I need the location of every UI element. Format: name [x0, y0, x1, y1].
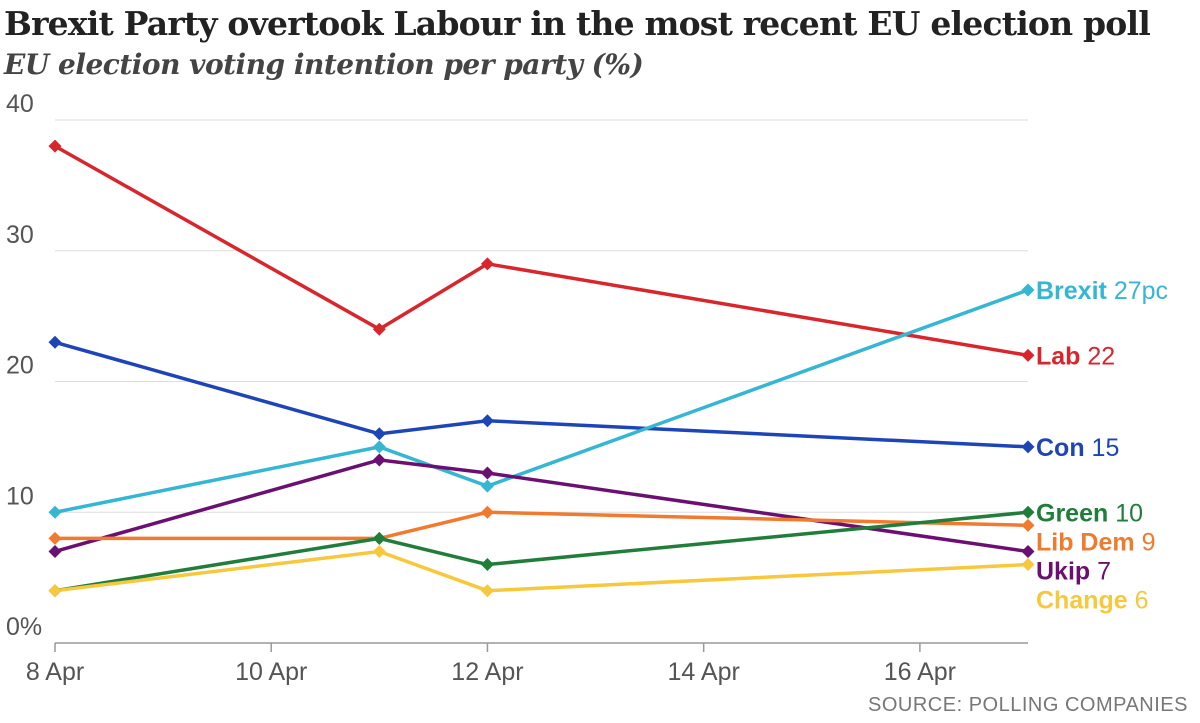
series-name: Con [1036, 434, 1092, 462]
gridlines [55, 119, 1028, 644]
series-end-value: 10 [1115, 499, 1143, 527]
x-tick-label: 14 Apr [668, 658, 740, 686]
y-tick-label: 10 [6, 482, 34, 510]
series-line-change [53, 549, 1030, 593]
data-point-brexit [372, 440, 386, 454]
end-label-green: Green 10 [1036, 499, 1143, 527]
series-end-value: 27pc [1114, 277, 1168, 305]
data-point-lib-dem [48, 531, 62, 545]
data-point-lib-dem [480, 505, 494, 519]
series-end-value: 15 [1092, 434, 1120, 462]
end-label-ukip: Ukip 7 [1036, 557, 1111, 585]
data-point-con [1021, 440, 1035, 454]
data-point-lab [48, 139, 62, 153]
end-label-lib-dem: Lib Dem 9 [1036, 528, 1155, 556]
data-point-con [48, 335, 62, 349]
series-end-value: 6 [1135, 586, 1149, 614]
series-line-green [53, 510, 1030, 593]
series-name: Lab [1036, 342, 1087, 370]
source-note: SOURCE: POLLING COMPANIES [868, 694, 1188, 716]
end-label-lab: Lab 22 [1036, 342, 1115, 370]
x-tick-label: 16 Apr [884, 658, 956, 686]
y-tick-label: 0% [6, 613, 42, 641]
series-lines [53, 144, 1030, 593]
series-line-ukip [53, 458, 1030, 554]
data-point-lab [1021, 348, 1035, 362]
x-tick-label: 10 Apr [235, 658, 307, 686]
data-point-change [1021, 558, 1035, 572]
data-point-brexit [480, 479, 494, 493]
end-label-brexit: Brexit 27pc [1036, 277, 1168, 305]
series-end-value: 7 [1097, 557, 1111, 585]
x-tick-label: 12 Apr [451, 658, 523, 686]
series-name: Ukip [1036, 557, 1097, 585]
data-point-ukip [48, 544, 62, 558]
series-points [48, 139, 1035, 598]
chart-subtitle: EU election voting intention per party (… [4, 48, 644, 81]
series-end-value: 22 [1087, 342, 1115, 370]
end-label-change: Change 6 [1036, 586, 1149, 614]
y-tick-label: 20 [6, 352, 34, 380]
end-label-con: Con 15 [1036, 434, 1119, 462]
data-point-con [480, 414, 494, 428]
y-tick-label: 40 [6, 90, 34, 118]
data-point-con [372, 427, 386, 441]
data-point-green [372, 531, 386, 545]
x-tick-label: 8 Apr [26, 658, 84, 686]
series-line-lib-dem [53, 510, 1030, 541]
series-name: Change [1036, 586, 1135, 614]
series-name: Brexit [1036, 277, 1114, 305]
data-point-ukip [480, 466, 494, 480]
data-point-change [480, 584, 494, 598]
data-point-ukip [372, 453, 386, 467]
x-axis: 8 Apr 10 Apr 12 Apr 14 Apr 16 Apr [26, 643, 956, 686]
series-name: Green [1036, 499, 1115, 527]
data-point-lab [372, 322, 386, 336]
series-name: Lib Dem [1036, 528, 1142, 556]
data-point-lab [480, 257, 494, 271]
data-point-green [480, 558, 494, 572]
data-point-green [1021, 505, 1035, 519]
series-line-brexit [53, 288, 1030, 514]
data-point-change [48, 584, 62, 598]
series-line-lab [53, 144, 1030, 358]
data-point-ukip [1021, 544, 1035, 558]
data-point-brexit [48, 505, 62, 519]
y-tick-label: 30 [6, 221, 34, 249]
y-axis: 0% 10 20 30 40 [6, 90, 42, 641]
data-point-brexit [1021, 283, 1035, 297]
series-line-con [53, 340, 1030, 449]
data-point-lib-dem [1021, 518, 1035, 532]
series-end-value: 9 [1142, 528, 1156, 556]
data-point-change [372, 544, 386, 558]
chart-title: Brexit Party overtook Labour in the most… [4, 4, 1151, 43]
